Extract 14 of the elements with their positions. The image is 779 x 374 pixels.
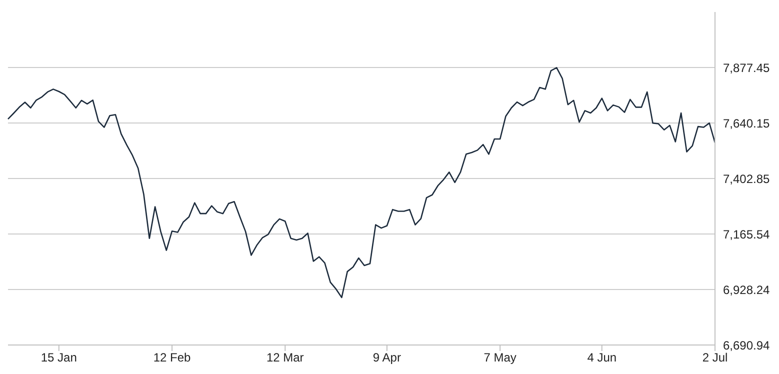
x-tick-label: 9 Apr	[372, 350, 401, 365]
x-tick-label: 7 May	[484, 350, 516, 365]
x-tick-label: 12 Feb	[153, 350, 192, 365]
y-tick-label: 7,165.54	[723, 227, 770, 242]
line-series	[7, 67, 716, 298]
x-tick-label: 12 Mar	[266, 350, 304, 365]
x-tick-label: 4 Jun	[587, 350, 617, 365]
y-tick-label: 6,928.24	[723, 282, 770, 297]
y-tick-label: 7,640.15	[723, 116, 770, 130]
y-tick-label: 6,690.94	[723, 338, 770, 352]
y-tick-label: 7,402.85	[723, 172, 770, 186]
y-tick-label: 7,877.45	[723, 60, 770, 75]
x-tick-label: 15 Jan	[40, 350, 77, 365]
x-tick-label: 2 Jul	[702, 350, 728, 365]
